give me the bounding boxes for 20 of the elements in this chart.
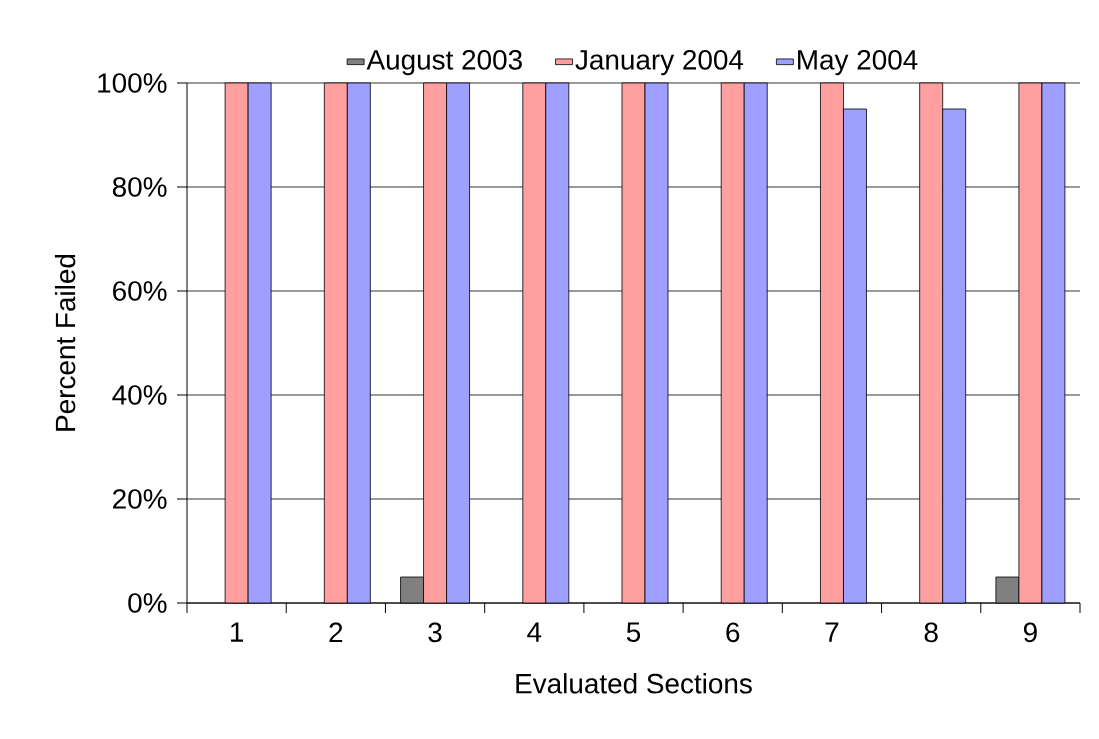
x-tick-label: 6 [726, 622, 740, 643]
legend-label: May 2004 [798, 49, 918, 76]
x-tick-label: 1 [230, 622, 244, 642]
x-tick-label: 7 [825, 622, 839, 642]
y-tick-label: 20% [113, 489, 167, 509]
x-tick-label: 5 [626, 622, 641, 642]
legend-label: January 2004 [575, 49, 744, 76]
x-tick-label: 2 [329, 622, 343, 642]
legend-label: August 2003 [366, 49, 522, 76]
x-tick-label: 3 [428, 622, 442, 643]
x-axis-title: Evaluated Sections [516, 673, 752, 694]
x-tick-label: 4 [527, 622, 542, 642]
x-tick-label: 9 [1023, 622, 1037, 643]
y-tick-label: 100% [98, 73, 167, 93]
y-axis-title: Percent Failed [54, 254, 76, 431]
x-tick-label: 8 [924, 622, 938, 643]
y-tick-label: 60% [113, 281, 167, 301]
y-tick-label: 80% [112, 177, 167, 197]
y-tick-label: 0% [128, 593, 167, 613]
y-tick-label: 40% [112, 385, 167, 405]
